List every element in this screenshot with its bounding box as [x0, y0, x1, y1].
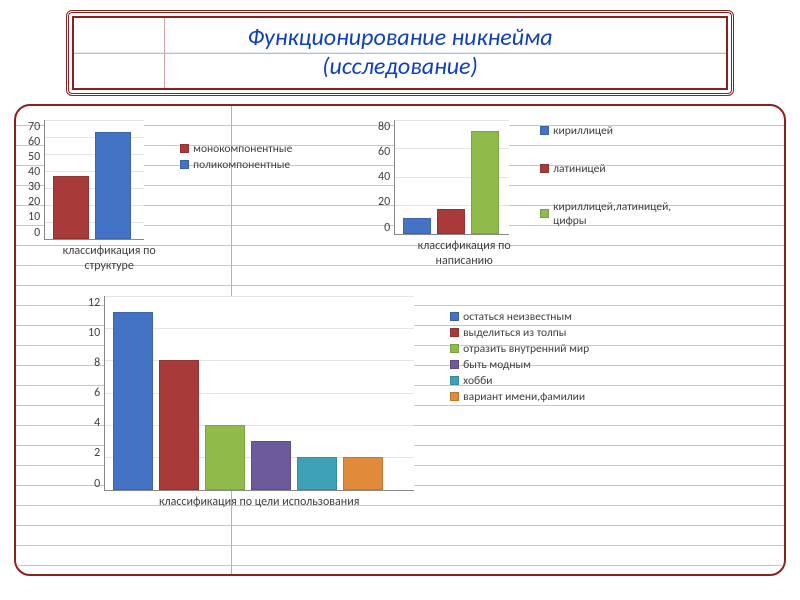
legend-item: отразить внутренний мир	[450, 342, 644, 356]
y-tick-label: 6	[88, 386, 100, 400]
title-frame: Функционирование никнейма (исследование)	[66, 10, 734, 96]
chart-purpose: 0 2 4 6 8 10 12 классификация по цели использо…	[88, 296, 772, 556]
legend-item: хобби	[450, 374, 644, 388]
legend-label: кириллицей,латиницей, цифры	[553, 200, 704, 228]
legend-item: кириллицей,латиницей, цифры	[540, 200, 704, 228]
spacer	[28, 296, 88, 556]
bar	[95, 132, 131, 239]
legend-swatch	[180, 160, 189, 169]
legend-swatch	[450, 312, 459, 321]
y-tick-label: 60	[28, 135, 40, 149]
plot-wrap: классификация по написанию	[394, 120, 534, 290]
bars	[395, 120, 509, 234]
legend-label: поликомпонентные	[193, 158, 290, 172]
y-tick-label: 10	[88, 326, 100, 340]
plot-area	[394, 120, 509, 235]
y-tick-label: 40	[28, 165, 40, 179]
legend-label: монокомпонентные	[193, 142, 292, 156]
y-tick-label: 30	[28, 180, 40, 194]
bar	[205, 425, 245, 490]
legend-swatch	[450, 376, 459, 385]
bars	[45, 120, 144, 239]
y-tick-label: 4	[88, 416, 100, 430]
x-axis-label: классификация по цели использования	[104, 491, 414, 510]
legend-label: отразить внутренний мир	[463, 342, 589, 356]
legend-label: выделиться из толпы	[463, 326, 566, 340]
legend: монокомпонентные поликомпонентные	[174, 138, 324, 290]
title-inner: Функционирование никнейма (исследование)	[72, 16, 728, 90]
legend-item: поликомпонентные	[180, 158, 324, 172]
title-line-1: Функционирование никнейма	[247, 23, 552, 52]
chart-structure: 0 10203040506070 классификация по структу…	[28, 120, 378, 290]
charts-frame: 010203040506070 классификация по структу…	[14, 104, 786, 576]
legend-label: кириллицей	[553, 124, 613, 138]
bar	[403, 218, 431, 234]
y-axis: 0 10203040506070	[28, 120, 44, 240]
bar	[53, 176, 89, 239]
plot-wrap: классификация по структуре	[44, 120, 174, 290]
bar	[251, 441, 291, 490]
y-tick-label: 20	[378, 195, 390, 209]
bar	[297, 457, 337, 489]
plot-wrap: классификация по цели использования	[104, 296, 414, 556]
y-tick-label: 50	[28, 150, 40, 164]
legend-item: монокомпонентные	[180, 142, 324, 156]
legend-label: хобби	[463, 374, 492, 388]
legend-swatch	[180, 144, 189, 153]
plot-area	[104, 296, 414, 491]
y-axis: 0 20 40 60 80	[378, 120, 394, 235]
y-tick-label: 40	[378, 170, 390, 184]
legend-item: быть модным	[450, 358, 644, 372]
legend-item: выделиться из толпы	[450, 326, 644, 340]
charts-row-2: 0 2 4 6 8 10 12 классификация по цели использо…	[28, 296, 772, 556]
legend-swatch	[540, 209, 549, 218]
y-tick-label: 0	[88, 477, 100, 491]
legend-label: латиницей	[553, 162, 605, 176]
legend: остаться неизвестным выделиться из толпы о…	[444, 306, 644, 556]
y-tick-label: 70	[28, 120, 40, 134]
legend-label: быть модным	[463, 358, 531, 372]
charts-row-1: 010203040506070 классификация по структу…	[28, 120, 772, 290]
legend-item: кириллицей	[540, 124, 704, 138]
y-tick-label: 0	[28, 226, 40, 240]
y-tick-label: 12	[88, 296, 100, 310]
y-tick-label: 2	[88, 446, 100, 460]
chart-writing: 0 20 40 60 80 классификация по написанию кир…	[378, 120, 772, 290]
bars	[105, 296, 414, 490]
legend-label: остаться неизвестным	[463, 310, 572, 324]
legend: кириллицей латиницей кириллицей,латиницей,…	[534, 120, 704, 230]
bar	[159, 360, 199, 489]
bar	[437, 209, 465, 233]
legend-item: вариант имени,фамилии	[450, 390, 644, 404]
legend-swatch	[540, 126, 549, 135]
y-tick-label: 8	[88, 356, 100, 370]
legend-swatch	[540, 164, 549, 173]
y-tick-label: 80	[378, 120, 390, 134]
legend-swatch	[450, 360, 459, 369]
y-tick-label: 0	[378, 221, 390, 235]
x-axis-label: классификация по написанию	[394, 235, 534, 269]
legend-swatch	[450, 344, 459, 353]
bar	[471, 131, 499, 234]
bar	[343, 457, 383, 489]
legend-label: вариант имени,фамилии	[463, 390, 585, 404]
legend-swatch	[450, 392, 459, 401]
y-tick-label: 20	[28, 195, 40, 209]
bar	[113, 312, 153, 490]
x-axis-label: классификация по структуре	[44, 240, 174, 274]
title-text: Функционирование никнейма (исследование)	[78, 24, 722, 82]
legend-item: остаться неизвестным	[450, 310, 644, 324]
y-tick-label: 60	[378, 145, 390, 159]
title-line-2: (исследование)	[322, 52, 478, 81]
legend-swatch	[450, 328, 459, 337]
plot-area	[44, 120, 144, 240]
legend-item: латиницей	[540, 162, 704, 176]
y-axis: 0 2 4 6 8 10 12	[88, 296, 104, 491]
y-tick-label: 10	[28, 210, 40, 224]
